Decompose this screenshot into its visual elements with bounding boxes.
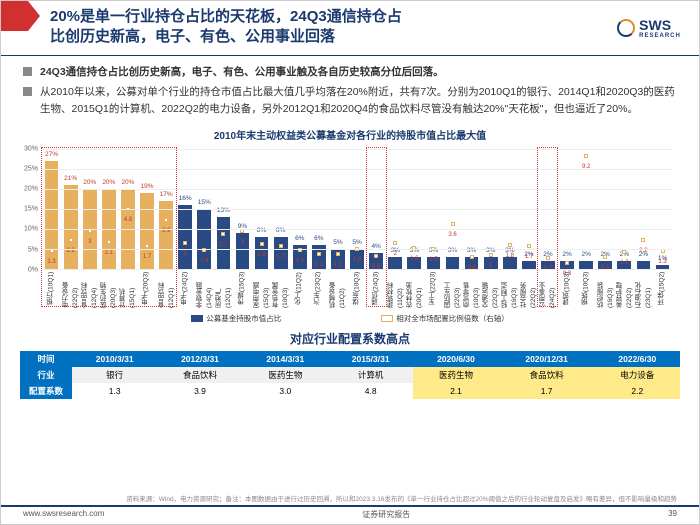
red-chevron bbox=[1, 1, 28, 31]
footer-page: 39 bbox=[668, 509, 677, 520]
chart-legend: 公募基金持股市值占比 相对全市场配置比例倍数（右轴） bbox=[20, 313, 680, 324]
bullet-list: 24Q3通信持仓占比创历史新高，电子、有色、公用事业触及各自历史较高分位后回落。… bbox=[1, 56, 699, 125]
logo-icon bbox=[617, 19, 635, 37]
bar-chart: 0%5%10%15%20%25%30% 27%1.321%2.220%320%2… bbox=[20, 145, 680, 310]
header-bar: 20%是单一行业持仓占比的天花板，24Q3通信持仓占 比创历史新高，电子、有色、… bbox=[1, 1, 699, 56]
y-axis: 0%5%10%15%20%25%30% bbox=[20, 149, 40, 270]
coefficient-table: 时间2010/3/312012/3/312014/3/312015/3/3120… bbox=[20, 351, 680, 399]
footer-url: www.swsresearch.com bbox=[23, 509, 104, 520]
square-icon bbox=[23, 67, 32, 76]
table-title: 对应行业配置系数高点 bbox=[1, 330, 699, 347]
plot-area: 27%1.321%2.220%320%2.120%4.819%1.717%3.9… bbox=[42, 149, 672, 270]
chart-title: 2010年末主动权益类公募基金对各行业的持股市值占比最大值 bbox=[1, 127, 699, 142]
sws-logo: SWSRESEARCH bbox=[599, 1, 699, 55]
footer-center: 证券研究报告 bbox=[362, 509, 410, 520]
bullet-item: 从2010年以来，公募对单个行业的持仓市值占比最大值几乎均落在20%附近，共有7… bbox=[23, 84, 677, 117]
x-labels: 银行(10Q1)电力设备(22Q2)食品饮料(12Q4)医药生物(20Q3)计算… bbox=[42, 272, 672, 310]
square-icon bbox=[23, 87, 32, 96]
bullet-item: 24Q3通信持仓占比创历史新高，电子、有色、公用事业触及各自历史较高分位后回落。 bbox=[23, 64, 677, 80]
slide-title: 20%是单一行业持仓占比的天花板，24Q3通信持仓占 比创历史新高，电子、有色、… bbox=[28, 1, 599, 55]
source-note: 资料来源：Wind，电力资源研究；备注：本图数据由于进行过历史回溯，所以和202… bbox=[126, 496, 677, 504]
footer: www.swsresearch.com 证券研究报告 39 bbox=[1, 505, 699, 520]
